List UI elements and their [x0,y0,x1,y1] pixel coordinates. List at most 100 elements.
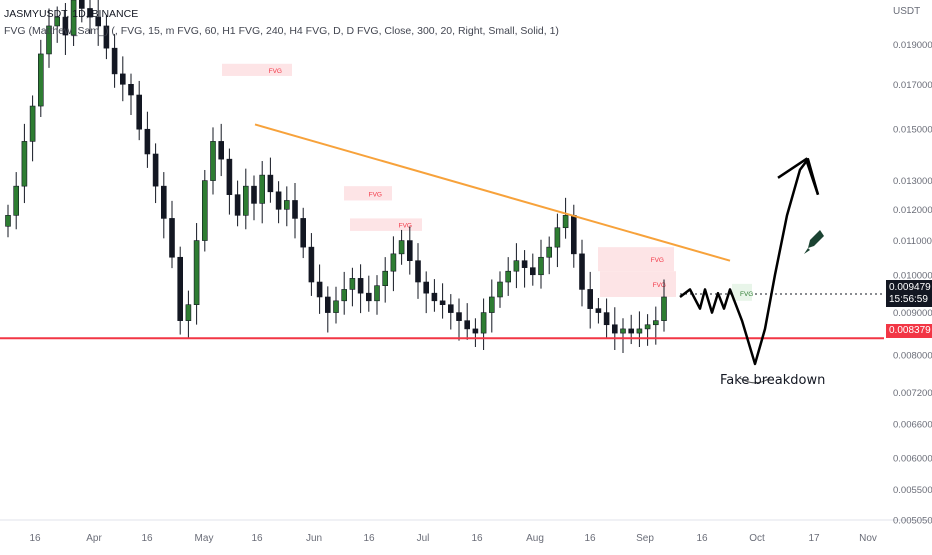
support-price-tag: 0.008379 [886,324,932,338]
candle-body [333,300,339,313]
candle-body [595,308,602,313]
price-tick-label: 0.010000 [893,270,932,281]
candle-body [480,312,487,334]
candle-body [529,267,536,276]
candle-body [54,16,61,27]
symbol-line[interactable]: JASMYUSDT, 1D, BINANCE [4,8,139,20]
time-tick-label: Oct [749,533,765,544]
indicator-line[interactable]: FVG (Matthew_Sam_) (, FVG, 15, m FVG, 60… [4,25,559,37]
fvg-zone [350,218,422,231]
candle-body [218,141,224,160]
candle-body [300,218,307,248]
candle-body [546,246,553,258]
price-tick-label: 0.017000 [893,80,932,91]
price-tick-label: 0.007200 [893,388,932,399]
chart-legend: JASMYUSDT, 1D, BINANCE FVG (Matthew_Sam_… [4,6,559,40]
rocket-icon [808,230,824,248]
candle-body [562,215,569,229]
candle-body [538,256,544,276]
candle-body [29,105,36,142]
candle-body [587,289,594,309]
price-tick-label: 0.006000 [893,454,932,465]
candle-body [382,270,389,286]
candle-body [5,215,11,227]
fvg-bull-zone [732,283,752,301]
candle-body [37,53,44,107]
candle-body [292,200,298,219]
candle-body [521,260,528,268]
price-tick-label: 0.019000 [893,40,932,51]
price-tick-label: 0.012000 [893,205,932,216]
candle-body [497,281,503,298]
fake-breakdown-annotation: Fake breakdown [720,373,826,388]
candle-body [87,8,93,18]
candle-body [275,191,282,210]
time-tick-label: 16 [251,533,263,544]
time-tick-label: Nov [859,533,877,544]
fvg-bull-label: FVG [740,291,753,298]
candle-body [120,73,126,85]
candle-body [447,304,454,313]
price-tick-label: 0.006600 [893,419,932,430]
candle-body [177,256,183,321]
candle-body [579,253,585,290]
candle-body [628,328,635,334]
price-tick-label: 0.011000 [893,236,932,247]
price-tick-label: 0.008000 [893,350,932,361]
price-tick-label: 0.013000 [893,176,932,187]
candle-body [62,16,69,36]
candle-body [611,324,618,334]
candle-body [554,227,561,248]
candle-body [505,270,512,283]
price-tick-label: 0.009000 [893,308,932,319]
price-tick-label: 0.005050 [893,516,932,527]
fvg-label: FVG [651,257,664,264]
candle-body [103,25,110,49]
candle-body [13,185,19,216]
candle-body [128,83,134,96]
time-tick-label: May [195,533,214,544]
projection-arrowhead [777,157,820,196]
fvg-zone [222,63,292,76]
candle-body [308,246,315,283]
candle-body [620,328,626,334]
candle-body [406,240,413,261]
time-tick-label: 17 [808,533,820,544]
candle-body [169,218,175,258]
price-scale [884,0,932,550]
candle-body [390,253,397,272]
bar-countdown: 15:56:59 [889,294,928,305]
projection-path [679,157,820,366]
candle-body [70,0,77,36]
candle-body [161,185,167,219]
time-tick-label: 16 [29,533,41,544]
candle-body [488,296,495,313]
fvg-zone [600,271,676,297]
breakdown-arc [739,377,771,384]
candle-body [136,94,142,130]
candle-body [603,312,610,326]
time-tick-label: 16 [141,533,153,544]
price-tick-label: 0.015000 [893,125,932,136]
candle-body [152,153,159,187]
candle-body [423,281,430,294]
candle-body [251,185,257,204]
candle-body [226,158,233,195]
time-tick-label: Jun [306,533,322,544]
time-tick-label: Apr [86,533,102,544]
time-tick-label: Aug [526,533,544,544]
candle-body [79,0,85,9]
candle-body [357,278,364,294]
candle-body [95,16,101,27]
current-price-tag: 0.009479 15:56:59 [886,280,932,307]
candle-body [439,300,446,305]
candle-body [661,296,667,321]
candle-body [46,25,52,55]
price-tick-label: 0.005500 [893,485,932,496]
candle-body [513,260,520,272]
fvg-zone [598,247,674,272]
candle-body [316,281,323,298]
candle-body [259,174,266,204]
